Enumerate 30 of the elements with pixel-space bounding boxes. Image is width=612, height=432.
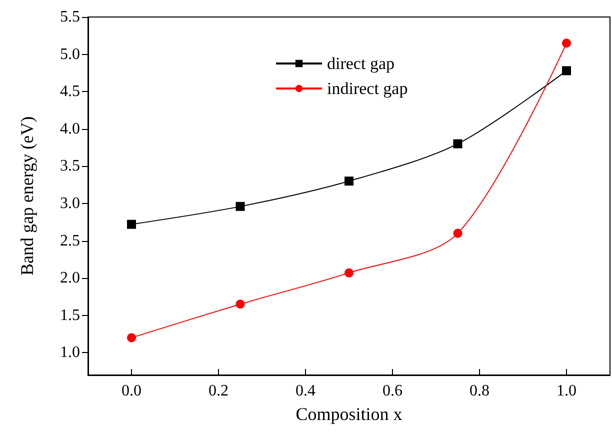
- point: [453, 139, 462, 148]
- y-tick-label: 5.5: [60, 8, 80, 26]
- x-tick-label: 1.0: [556, 382, 576, 400]
- y-tick-label: 1.5: [60, 306, 80, 324]
- x-tick-label: 0.4: [296, 382, 316, 400]
- point: [562, 38, 571, 48]
- point: [236, 300, 245, 309]
- legend-label: indirect gap: [327, 79, 408, 98]
- y-tick-label: 5.0: [60, 46, 80, 63]
- y-tick-label: 2.0: [60, 270, 80, 287]
- x-axis-title: Composition x: [296, 404, 402, 424]
- y-tick-label: 2.5: [60, 232, 80, 250]
- point: [127, 220, 136, 229]
- point: [344, 176, 354, 186]
- y-tick-label: 4.5: [60, 83, 80, 100]
- x-tick-label: 0.8: [470, 382, 490, 400]
- y-tick-label: 1.0: [60, 344, 80, 362]
- y-axis-title: Band gap energy (eV): [17, 116, 37, 276]
- x-tick-label: 0.0: [122, 382, 142, 400]
- legend-label: direct gap: [327, 54, 394, 73]
- y-tick-label: 4.0: [60, 120, 80, 138]
- y-tick-label: 3.0: [60, 194, 80, 212]
- point: [562, 66, 571, 76]
- x-tick-label: 0.2: [208, 382, 228, 400]
- point: [453, 228, 462, 238]
- y-tick-label: 3.5: [60, 158, 80, 175]
- point: [127, 333, 136, 342]
- point: [344, 268, 354, 278]
- point: [236, 202, 245, 211]
- x-tick-label: 0.6: [382, 382, 402, 400]
